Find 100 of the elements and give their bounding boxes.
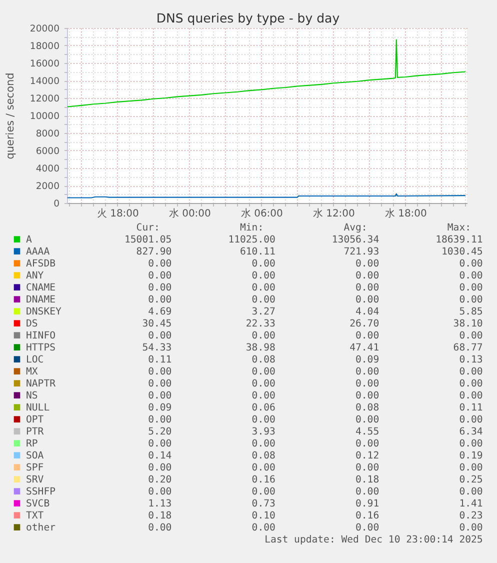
text: 0.00: [356, 438, 380, 450]
legend-label: HINFO: [26, 330, 56, 342]
text: 0.00: [459, 390, 483, 402]
legend-label: HTTPS: [26, 342, 56, 354]
text: Avg:: [344, 222, 368, 234]
text: 0.00: [252, 366, 276, 378]
text: Min:: [240, 222, 264, 234]
legend-label: NS: [26, 390, 38, 402]
text: 1.13: [148, 498, 172, 510]
text: 0.73: [252, 498, 276, 510]
text: 0.00: [459, 366, 483, 378]
y-tick-label: 0: [54, 198, 60, 210]
text: 0.23: [459, 510, 483, 522]
text: 0.00: [252, 270, 276, 282]
legend-label: TXT: [26, 510, 44, 522]
text: 0.18: [148, 510, 172, 522]
text: 0.14: [148, 450, 172, 462]
text: 0.00: [356, 390, 380, 402]
text: 0.00: [252, 462, 276, 474]
text: 38.98: [246, 342, 276, 354]
text: 0.00: [148, 486, 172, 498]
text: 0.00: [148, 462, 172, 474]
text: 0.00: [356, 270, 380, 282]
text: 0.00: [459, 378, 483, 390]
legend-label: SPF: [26, 462, 44, 474]
text: 3.93: [252, 426, 276, 438]
text: 0.00: [148, 330, 172, 342]
y-tick-label: 16000: [30, 58, 60, 70]
text: 0.00: [356, 294, 380, 306]
x-tick-label: 水 12:00: [312, 208, 355, 220]
y-tick-label: 2000: [36, 181, 60, 192]
text: 3.27: [252, 306, 276, 318]
y-tick-label: 14000: [30, 76, 60, 87]
text: Max:: [447, 222, 471, 234]
text: 0.00: [356, 282, 380, 294]
text: 0.00: [459, 522, 483, 534]
text: 0.18: [356, 474, 380, 486]
text: 0.00: [459, 486, 483, 498]
text: 0.16: [252, 474, 276, 486]
text: 1.41: [459, 498, 483, 510]
x-tick-label: 水 06:00: [240, 208, 283, 220]
text: 0.00: [148, 378, 172, 390]
text: 0.00: [148, 390, 172, 402]
text: 0.00: [459, 258, 483, 270]
text: 0.00: [356, 522, 380, 534]
text: 6.34: [459, 426, 483, 438]
text: 0.00: [148, 414, 172, 426]
text: 0.00: [148, 282, 172, 294]
text: 0.00: [252, 258, 276, 270]
text: 0.00: [459, 462, 483, 474]
text: 0.00: [252, 414, 276, 426]
text: 0.00: [459, 270, 483, 282]
text: 68.77: [453, 342, 483, 354]
text: 0.00: [252, 390, 276, 402]
y-tick-label: 8000: [36, 128, 60, 140]
legend-label: LOC: [26, 354, 44, 366]
text: 4.55: [356, 426, 380, 438]
legend-label: PTR: [26, 426, 44, 438]
legend-label: NULL: [26, 402, 50, 414]
text: 0.00: [148, 366, 172, 378]
y-axis-title: queries / second: [4, 72, 16, 160]
legend-label: NAPTR: [26, 378, 56, 390]
text: 0.00: [148, 270, 172, 282]
legend-label: OPT: [26, 414, 44, 426]
text: 0.00: [356, 366, 380, 378]
text: 0.00: [252, 378, 276, 390]
x-tick-label: 水 00:00: [168, 208, 211, 220]
text: 0.00: [252, 294, 276, 306]
text: 22.33: [246, 318, 276, 330]
text: 0.20: [148, 474, 172, 486]
text: 26.70: [350, 318, 380, 330]
text: 0.00: [356, 486, 380, 498]
text: 0.00: [356, 462, 380, 474]
y-tick-label: 6000: [36, 146, 60, 157]
y-tick-label: 12000: [30, 94, 60, 104]
y-tick-label: 4000: [36, 164, 60, 174]
text: 0.00: [252, 282, 276, 294]
text: 0.08: [356, 402, 380, 414]
legend-label: other: [26, 522, 56, 534]
text: 0.00: [356, 378, 380, 390]
legend-label: SRV: [26, 474, 44, 486]
text: 0.09: [148, 402, 172, 414]
text: 0.06: [252, 402, 276, 414]
text: 0.16: [356, 510, 380, 522]
text: 0.00: [252, 522, 276, 534]
legend-label: DS: [26, 318, 38, 330]
x-tick-label: 火 18:00: [96, 208, 139, 220]
text: 610.11: [240, 246, 276, 258]
legend-label: AFSDB: [26, 258, 56, 270]
text: Last update: Wed Dec 10 23:00:14 2025: [264, 534, 483, 546]
text: 5.20: [148, 426, 172, 438]
legend-label: RP: [26, 438, 38, 450]
legend-label: SOA: [26, 450, 44, 462]
text: 0.00: [459, 438, 483, 450]
text: 54.33: [142, 342, 172, 354]
text: 13056.34: [332, 234, 380, 246]
text: 47.41: [350, 342, 380, 354]
text: 4.04: [356, 306, 380, 318]
line-series: [66, 39, 466, 108]
text: 0.00: [356, 330, 380, 342]
